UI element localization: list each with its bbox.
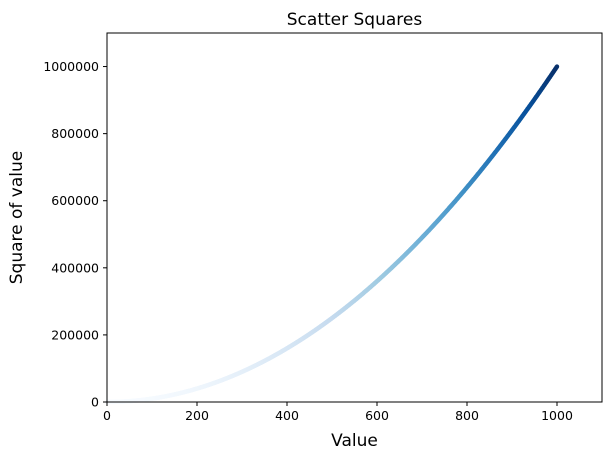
chart-title: Scatter Squares bbox=[287, 10, 423, 30]
x-tick-label: 1000 bbox=[541, 408, 573, 423]
y-tick-label: 0 bbox=[91, 395, 99, 410]
y-tick-label: 1000000 bbox=[43, 59, 99, 74]
y-tick-label: 800000 bbox=[51, 126, 99, 141]
x-tick-label: 600 bbox=[365, 408, 389, 423]
plot-frame bbox=[106, 32, 603, 403]
y-axis-ticks: 0 200000 400000 600000 800000 1000000 bbox=[43, 59, 107, 410]
x-tick-label: 0 bbox=[103, 408, 111, 423]
x-tick-label: 400 bbox=[275, 408, 299, 423]
y-axis-title: Square of value bbox=[7, 151, 27, 284]
scatter-points bbox=[105, 64, 560, 405]
y-tick-label: 400000 bbox=[51, 260, 99, 275]
x-tick-label: 200 bbox=[185, 408, 209, 423]
y-tick-label: 600000 bbox=[51, 193, 99, 208]
scatter-point bbox=[554, 64, 560, 69]
x-axis-title: Value bbox=[331, 431, 378, 451]
x-axis-ticks: 0 200 400 600 800 1000 bbox=[103, 402, 573, 423]
y-tick-label: 200000 bbox=[51, 327, 99, 342]
x-tick-label: 800 bbox=[455, 408, 479, 423]
